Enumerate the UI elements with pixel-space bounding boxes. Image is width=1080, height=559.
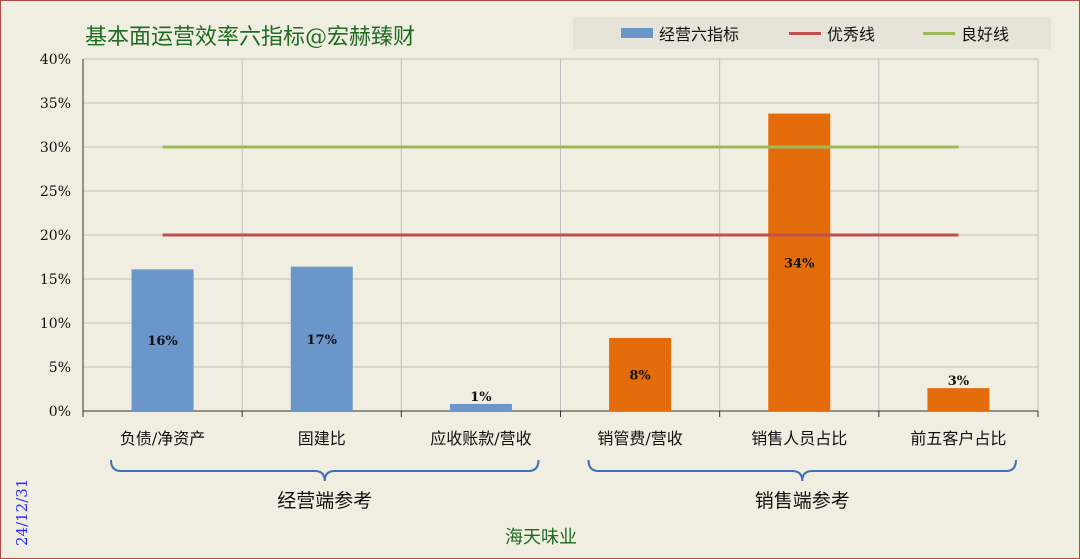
company-name: 海天味业 <box>505 527 577 548</box>
y-tick-label: 30% <box>40 140 71 156</box>
legend: 经营六指标 优秀线 良好线 <box>573 17 1051 49</box>
y-tick-label: 5% <box>49 360 71 376</box>
bar <box>768 113 831 411</box>
legend-label-good: 良好线 <box>961 25 1010 44</box>
data-label: 34% <box>784 256 815 271</box>
bar <box>290 266 353 411</box>
data-label: 17% <box>307 333 338 348</box>
x-tick-label: 销售人员占比 <box>751 429 847 448</box>
legend-label-excellent: 优秀线 <box>827 25 876 44</box>
bar <box>609 337 672 411</box>
group-bracket <box>110 459 540 482</box>
y-tick-label: 40% <box>40 52 71 68</box>
group-label: 经营端参考 <box>277 490 372 512</box>
legend-item-good: 良好线 <box>923 17 1009 49</box>
data-label: 3% <box>948 374 970 389</box>
data-label: 1% <box>470 390 492 405</box>
bar <box>449 403 512 411</box>
x-tick-label: 负债/净资产 <box>120 429 205 448</box>
legend-item-excellent: 优秀线 <box>789 17 875 49</box>
y-tick-label: 25% <box>40 184 71 200</box>
legend-item-series: 经营六指标 <box>621 17 739 49</box>
y-tick-label: 10% <box>40 316 71 332</box>
group-label: 销售端参考 <box>755 490 850 512</box>
y-tick-label: 15% <box>40 272 71 288</box>
x-tick-label: 销管费/营收 <box>597 429 682 448</box>
data-label: 8% <box>629 368 651 383</box>
bar <box>131 269 194 411</box>
group-bracket <box>587 459 1017 482</box>
data-label: 16% <box>147 334 178 349</box>
y-tick-label: 35% <box>40 96 71 112</box>
x-tick-label: 前五客户占比 <box>910 429 1006 448</box>
x-tick-label: 固建比 <box>298 429 346 448</box>
legend-swatch-blue <box>621 28 653 38</box>
legend-swatch-red <box>789 31 821 35</box>
legend-label-series: 经营六指标 <box>659 25 740 44</box>
chart-title: 基本面运营效率六指标@宏赫臻财 <box>85 25 416 50</box>
bar <box>927 388 990 411</box>
y-tick-label: 0% <box>49 404 71 420</box>
x-tick-label: 应收账款/营收 <box>430 429 531 448</box>
y-tick-label: 20% <box>40 228 71 244</box>
legend-swatch-green <box>923 31 955 35</box>
